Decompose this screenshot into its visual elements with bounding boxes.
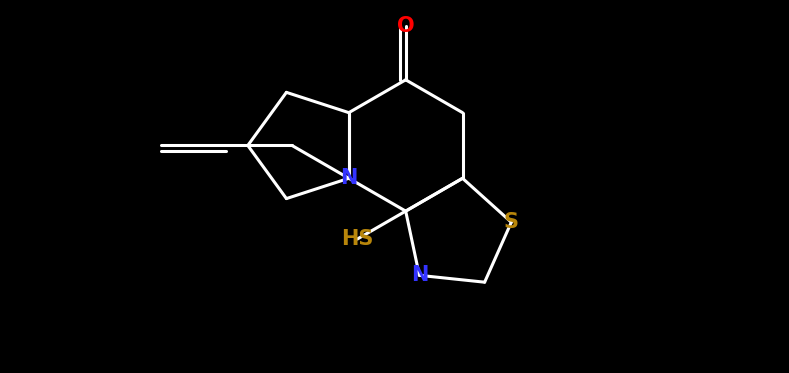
- Text: O: O: [397, 16, 414, 36]
- Text: HS: HS: [341, 229, 373, 249]
- Text: N: N: [410, 265, 428, 285]
- Text: N: N: [340, 168, 357, 188]
- Text: S: S: [504, 212, 519, 232]
